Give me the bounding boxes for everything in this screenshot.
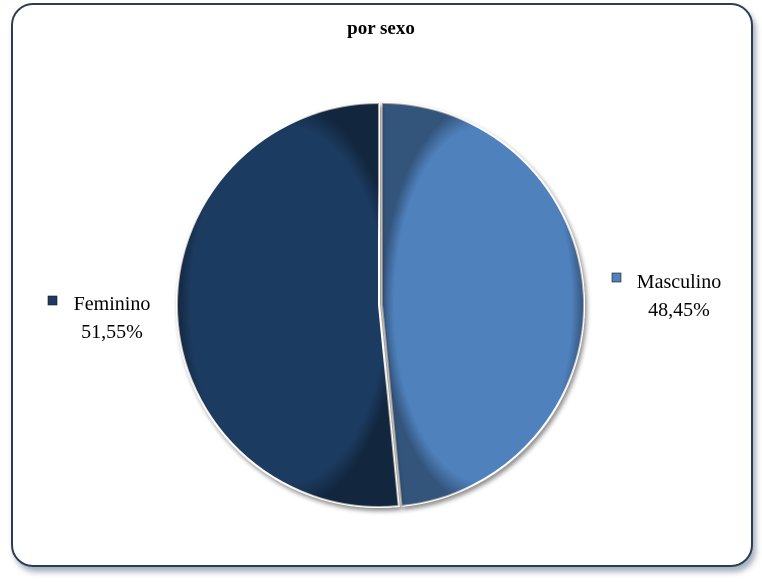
pie-slices: [176, 101, 585, 508]
slice-value-label-feminino: 51,55%: [81, 321, 143, 343]
pie-slice-bevel-feminino: [177, 103, 399, 507]
pie-slice-bevel-masculino: [381, 102, 584, 506]
pie-labels: Masculino 48,45% Feminino 51,55%: [47, 271, 721, 343]
label-marker-masculino: [611, 272, 622, 283]
slice-category-label-masculino: Masculino: [637, 271, 721, 293]
label-marker-feminino: [47, 295, 58, 306]
slice-category-label-feminino: Feminino: [74, 293, 151, 315]
slice-value-label-masculino: 48,45%: [648, 299, 710, 321]
chart-title: por sexo: [347, 18, 415, 39]
